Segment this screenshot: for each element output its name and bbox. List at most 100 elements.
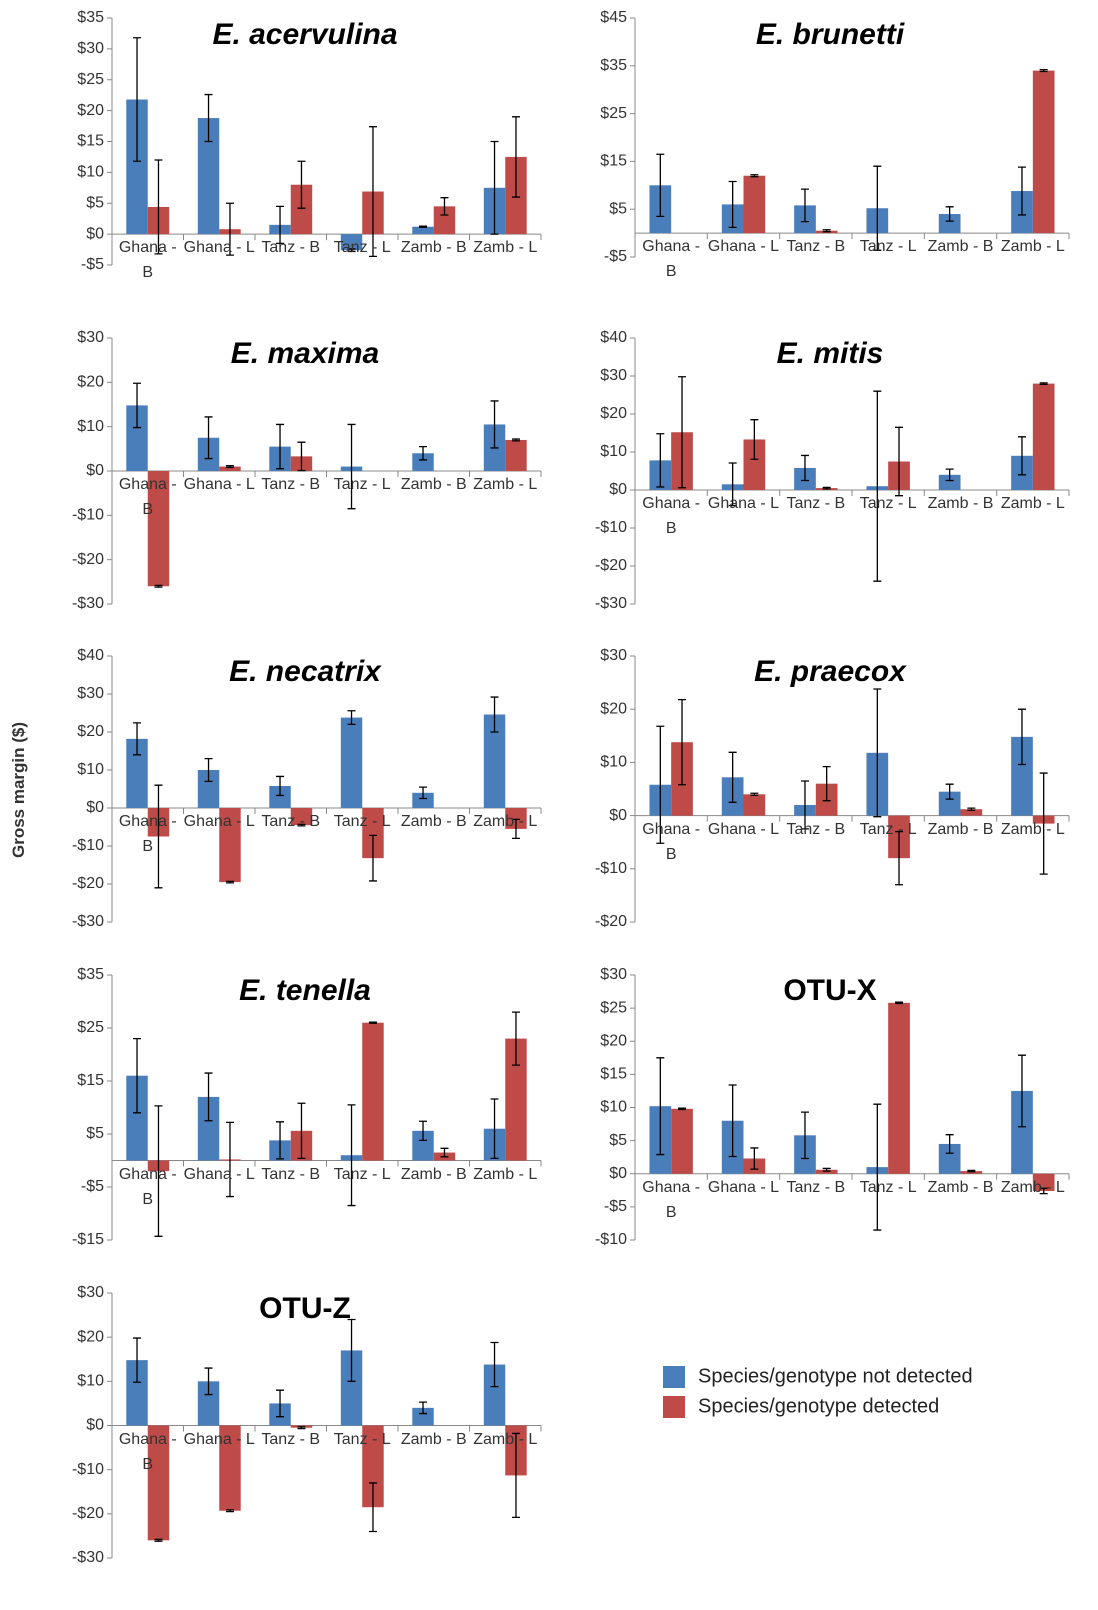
x-tick-label: Tanz - L bbox=[859, 820, 917, 838]
x-tick-label: Ghana - B bbox=[118, 1430, 177, 1473]
x-tick-label: Tanz - L bbox=[333, 1430, 391, 1448]
error-bar bbox=[276, 205, 285, 245]
y-tick-label: $10 bbox=[600, 1099, 627, 1116]
chart-title: OTU-X bbox=[783, 974, 876, 1007]
error-bar bbox=[368, 126, 377, 258]
error-bar bbox=[822, 486, 831, 490]
x-tick-label: Ghana - B bbox=[118, 239, 177, 282]
y-tick-label: $0 bbox=[86, 462, 104, 479]
y-tick-label: -$10 bbox=[595, 519, 627, 536]
y-tick-label: $30 bbox=[600, 647, 627, 664]
y-tick-label: $30 bbox=[77, 40, 104, 57]
error-bar bbox=[276, 423, 285, 470]
y-tick-label: -$30 bbox=[72, 913, 104, 930]
y-tick-label: $40 bbox=[600, 329, 627, 346]
bar bbox=[483, 1364, 506, 1426]
bar bbox=[815, 1169, 838, 1174]
y-tick-label: $25 bbox=[77, 71, 104, 88]
x-tick-label: Zamb - L bbox=[473, 476, 538, 493]
error-bar bbox=[656, 1057, 665, 1156]
error-bar bbox=[204, 1072, 213, 1122]
x-tick-label: Ghana - L bbox=[183, 1430, 255, 1448]
error-bar bbox=[800, 1111, 809, 1160]
x-tick-label: Ghana - B bbox=[118, 1165, 177, 1208]
y-tick-label: $0 bbox=[86, 1417, 104, 1434]
x-tick-label: Zamb - B bbox=[400, 476, 467, 493]
error-bar bbox=[225, 465, 234, 469]
y-tick-label: $0 bbox=[86, 799, 104, 816]
error-bar bbox=[276, 1121, 285, 1160]
y-tick-label: $5 bbox=[86, 1125, 104, 1142]
y-tick-label: $20 bbox=[600, 1032, 627, 1049]
error-bar bbox=[490, 400, 499, 449]
error-bar bbox=[276, 1389, 285, 1418]
error-bar bbox=[1039, 772, 1048, 875]
bar bbox=[362, 1425, 384, 1508]
error-bar bbox=[678, 698, 687, 786]
x-tick-label: Tanz - B bbox=[261, 239, 321, 257]
bar bbox=[362, 1022, 384, 1161]
y-tick-label: $15 bbox=[77, 1072, 104, 1089]
x-tick-label: Zamb - B bbox=[927, 238, 994, 256]
bar bbox=[126, 99, 148, 235]
bar bbox=[147, 471, 170, 587]
error-bar bbox=[800, 780, 809, 830]
error-bar bbox=[133, 1337, 142, 1383]
bar bbox=[412, 226, 434, 235]
y-tick-label: -$30 bbox=[72, 595, 104, 612]
x-tick-label: Ghana - L bbox=[183, 813, 255, 830]
chart-title: E. brunetti bbox=[756, 18, 905, 51]
error-bar bbox=[656, 433, 665, 488]
error-bar bbox=[133, 1037, 142, 1114]
y-tick-label: $35 bbox=[600, 57, 627, 74]
error-bar bbox=[297, 1426, 306, 1430]
error-bar bbox=[133, 37, 142, 162]
error-bar bbox=[1017, 708, 1026, 766]
error-bar bbox=[728, 1084, 737, 1158]
x-tick-label: Tanz - L bbox=[859, 1178, 917, 1196]
error-bar bbox=[800, 454, 809, 482]
legend-label: Species/genotype detected bbox=[698, 1395, 939, 1417]
y-tick-label: $20 bbox=[77, 1328, 104, 1345]
error-bar bbox=[297, 823, 306, 827]
x-tick-label: Zamb - L bbox=[1000, 820, 1065, 838]
x-tick-label: Tanz - L bbox=[333, 476, 391, 493]
error-bar bbox=[1017, 166, 1026, 216]
y-tick-label: $10 bbox=[77, 1373, 104, 1390]
x-tick-label: Tanz - B bbox=[786, 1178, 846, 1196]
error-bar bbox=[347, 710, 356, 726]
y-tick-label: $15 bbox=[77, 133, 104, 150]
bar bbox=[938, 791, 961, 816]
error-bar bbox=[154, 1538, 163, 1542]
error-bar bbox=[368, 834, 377, 882]
error-bar bbox=[873, 165, 882, 251]
bar bbox=[960, 1171, 983, 1174]
bar bbox=[126, 1075, 148, 1161]
error-bar bbox=[440, 1147, 449, 1158]
error-bar bbox=[895, 1001, 904, 1005]
y-tick-label: $15 bbox=[600, 153, 627, 170]
bar bbox=[197, 1096, 220, 1161]
y-tick-label: $10 bbox=[77, 418, 104, 435]
error-bar bbox=[490, 1341, 499, 1388]
bar bbox=[433, 206, 456, 235]
chart-title: E. acervulina bbox=[212, 18, 397, 51]
y-tick-label: -$10 bbox=[72, 1461, 104, 1478]
y-tick-label: $0 bbox=[86, 225, 104, 242]
y-tick-label: $20 bbox=[77, 102, 104, 119]
bar bbox=[1032, 1173, 1055, 1191]
error-bar bbox=[204, 93, 213, 143]
error-bar bbox=[822, 1167, 831, 1172]
bar bbox=[412, 1407, 434, 1426]
chart-title: E. tenella bbox=[239, 974, 371, 1007]
error-bar bbox=[895, 426, 904, 497]
x-tick-label: Zamb - B bbox=[400, 1165, 467, 1183]
bar bbox=[197, 1381, 220, 1426]
y-tick-label: -$20 bbox=[595, 557, 627, 574]
x-tick-label: Tanz - L bbox=[333, 239, 391, 257]
error-bar bbox=[511, 1432, 520, 1519]
y-tick-label: $20 bbox=[77, 374, 104, 391]
y-tick-label: -$30 bbox=[595, 595, 627, 612]
